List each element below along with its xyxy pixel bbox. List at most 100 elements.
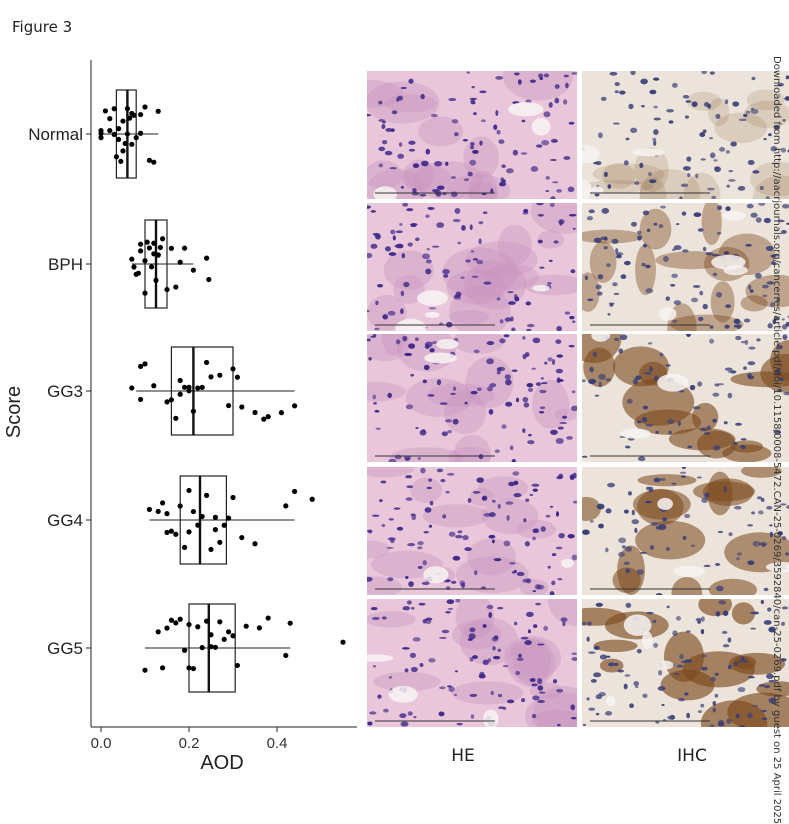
data-point (127, 115, 133, 121)
data-point (113, 154, 119, 160)
data-point (190, 665, 196, 672)
data-point (217, 539, 223, 545)
data-point (164, 529, 170, 536)
data-point (146, 157, 152, 163)
data-point (173, 415, 179, 421)
data-point (204, 359, 210, 366)
data-point (151, 159, 157, 165)
ihc-micrograph-gg5 (582, 599, 789, 727)
data-point (164, 511, 170, 517)
data-point (160, 500, 166, 506)
data-point (138, 111, 144, 118)
data-point (135, 270, 141, 276)
y-axis-label: Score (3, 386, 25, 438)
data-point (239, 534, 245, 541)
data-point (138, 130, 144, 136)
x-tick-label: 0.4 (267, 735, 288, 752)
data-point (118, 158, 124, 164)
data-point (146, 245, 152, 251)
data-point (160, 665, 166, 671)
data-point (340, 639, 346, 645)
column-label-ihc: IHC (677, 746, 707, 766)
data-point (164, 399, 170, 405)
data-point (208, 546, 214, 553)
data-point (107, 127, 113, 134)
data-point (177, 503, 183, 509)
data-point (212, 644, 218, 650)
data-point (221, 522, 227, 528)
data-point (186, 665, 192, 671)
he-micrograph-bph (367, 203, 577, 331)
data-point (138, 396, 144, 403)
data-point (256, 625, 262, 631)
y-tick-label-bph: BPH (48, 255, 83, 274)
data-point (131, 264, 137, 270)
data-point (168, 245, 174, 251)
data-point (111, 106, 117, 112)
data-point (131, 112, 137, 118)
data-point (278, 410, 284, 416)
data-point (190, 267, 196, 273)
data-point (239, 404, 245, 410)
data-point (204, 255, 210, 261)
data-point (168, 617, 174, 623)
data-point (234, 662, 240, 669)
data-point (124, 131, 130, 137)
data-point (98, 135, 104, 141)
data-point (102, 108, 108, 114)
y-tick-label-gg3: GG3 (47, 382, 83, 401)
x-axis-label: AOD (200, 752, 243, 774)
data-point (142, 104, 148, 110)
data-point (186, 487, 192, 494)
data-point (182, 384, 188, 390)
data-point (190, 408, 196, 414)
data-point (252, 409, 258, 416)
data-point (120, 118, 126, 124)
box-gg5 (188, 603, 236, 693)
data-point (283, 652, 289, 659)
data-point (204, 492, 210, 498)
x-tick-label: 0.0 (91, 735, 112, 752)
data-point (138, 241, 144, 247)
data-point (230, 494, 236, 501)
data-point (230, 366, 236, 372)
data-point (208, 632, 214, 638)
data-point (195, 385, 201, 391)
data-point (208, 644, 214, 650)
data-point (177, 616, 183, 622)
data-point (230, 633, 236, 639)
ihc-micrograph-gg4 (582, 467, 789, 595)
data-point (243, 623, 249, 629)
y-tick-label-gg4: GG4 (47, 511, 83, 530)
data-point (265, 615, 271, 621)
data-point (138, 248, 144, 254)
data-point (146, 506, 152, 513)
data-point (138, 363, 144, 370)
data-point (309, 496, 315, 502)
data-point (195, 624, 201, 630)
data-point (142, 361, 148, 367)
data-point (111, 131, 117, 137)
data-point (208, 374, 214, 380)
x-tick-label: 0.2 (179, 735, 200, 752)
data-point (204, 618, 210, 624)
data-point (292, 403, 298, 409)
data-point (149, 264, 155, 270)
data-point (168, 397, 174, 403)
data-point (155, 629, 161, 635)
data-point (217, 619, 223, 625)
data-point (173, 531, 179, 537)
data-point (151, 383, 157, 389)
data-point (217, 372, 223, 378)
data-point (120, 148, 126, 154)
data-point (164, 286, 170, 293)
he-micrograph-gg4 (367, 467, 577, 595)
data-point (116, 126, 122, 132)
data-point (182, 245, 188, 251)
data-point (157, 244, 163, 251)
data-point (199, 384, 205, 390)
data-point (151, 251, 157, 257)
data-point (195, 522, 201, 528)
data-point (287, 620, 293, 626)
data-point (182, 544, 188, 550)
